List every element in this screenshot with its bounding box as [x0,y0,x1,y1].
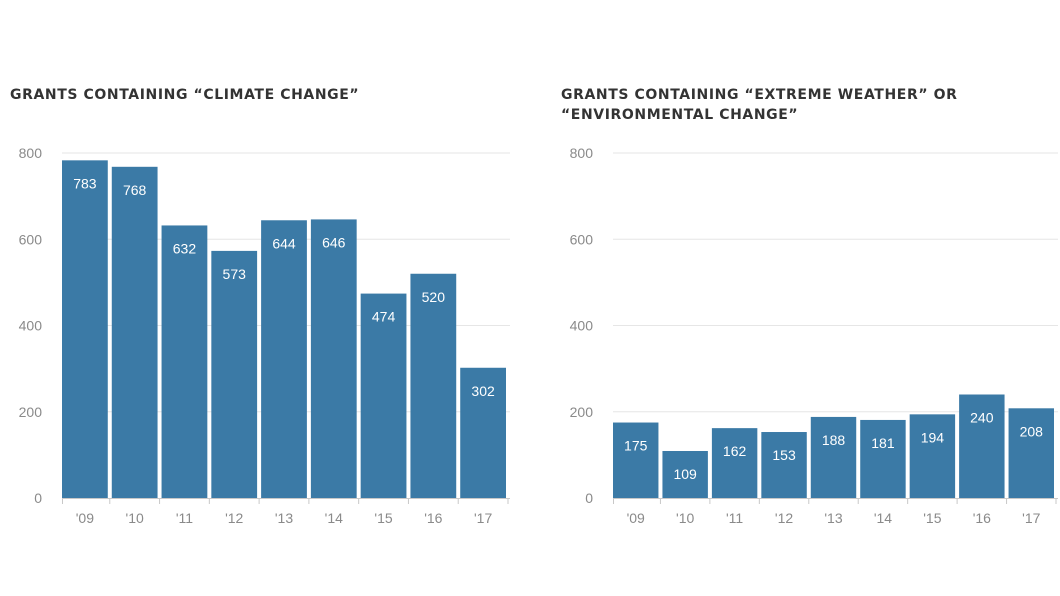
chart-1-bar-value-label: 768 [123,182,147,198]
chart-1-y-tick-label: 0 [34,490,42,506]
chart-2-bar-value-label: 153 [772,447,796,463]
chart-2-bar [761,432,807,498]
chart-1-bar [161,225,208,498]
chart-2-x-tick-label: '09 [627,510,645,526]
chart-2-bar-value-label: 175 [624,438,648,454]
chart-1-x-tick-label: '16 [424,510,442,526]
chart-2-bar-value-label: 181 [871,435,895,451]
chart-1-bar-value-label: 302 [471,383,495,399]
chart-1-bar [62,160,108,499]
chart-1-bar-value-label: 573 [223,266,247,282]
chart-2-y-tick-label: 200 [570,404,594,420]
chart-1-x-tick-label: '12 [225,510,243,526]
chart-1-bar [410,273,457,498]
chart-2-bar [909,414,956,498]
chart-2-x-tick-label: '11 [726,510,743,526]
chart-1-x-tick-label: '14 [325,510,343,526]
chart-1-bar [111,166,158,499]
chart-1-bar [460,367,506,498]
chart-1-title: GRANTS CONTAINING “CLIMATE CHANGE” [10,87,360,103]
chart-1-y-tick-label: 200 [19,404,43,420]
chart-2-bar-value-label: 162 [723,443,747,459]
chart-1-bar-value-label: 632 [173,240,197,256]
chart-1-x-tick-label: '17 [474,510,492,526]
chart-2-bar-value-label: 188 [822,432,846,448]
chart-2-bar [662,450,708,498]
chart-1-x-tick-label: '11 [176,510,193,526]
chart-2-x-tick-label: '16 [973,510,991,526]
chart-1-y-tick-label: 600 [19,231,43,247]
chart-1-x-tick-label: '13 [275,510,293,526]
chart-1-bar [360,293,407,498]
chart-2-bar-value-label: 240 [970,410,994,426]
chart-1-bar-value-label: 520 [422,289,446,305]
chart-2-y-tick-label: 800 [570,145,594,161]
chart-2-title-line-2: “ENVIRONMENTAL CHANGE” [561,107,799,123]
chart-2-x-tick-label: '13 [824,510,842,526]
chart-2-bar [1008,408,1054,498]
chart-2-title-line-1: GRANTS CONTAINING “EXTREME WEATHER” OR [561,87,958,103]
chart-1-bar-value-label: 646 [322,234,346,250]
chart-2-bar [959,394,1005,498]
chart-2-bar [860,419,906,498]
chart-2-y-tick-label: 0 [585,490,593,506]
chart-1-bar [310,219,357,498]
chart-2-x-tick-label: '15 [923,510,941,526]
chart-1-bar-value-label: 474 [372,309,396,325]
chart-1-x-tick-label: '15 [374,510,392,526]
chart-2-x-tick-label: '10 [676,510,694,526]
chart-2-bar [711,428,758,498]
chart-1-bar [261,220,307,498]
chart-2-bar [613,422,659,498]
chart-1-bar-value-label: 644 [272,235,296,251]
chart-2-bar-value-label: 208 [1020,423,1044,439]
chart-1-x-tick-label: '09 [76,510,94,526]
chart-2-y-tick-label: 400 [570,318,594,334]
chart-2-title: GRANTS CONTAINING “EXTREME WEATHER” OR “… [561,85,957,125]
chart-1-bar-value-label: 783 [73,175,97,191]
chart-1-y-tick-label: 400 [19,318,43,334]
chart-2-x-tick-label: '12 [775,510,793,526]
chart-2-x-tick-label: '14 [874,510,892,526]
chart-2-bar [810,416,857,498]
chart-1-bar [211,250,258,498]
chart-2-bar-value-label: 194 [921,429,945,445]
chart-2-y-tick-label: 600 [570,231,594,247]
chart-1-x-tick-label: '10 [126,510,144,526]
chart-2-bar-value-label: 109 [673,466,697,482]
chart-2-x-tick-label: '17 [1022,510,1040,526]
chart-1-y-tick-label: 800 [19,145,43,161]
